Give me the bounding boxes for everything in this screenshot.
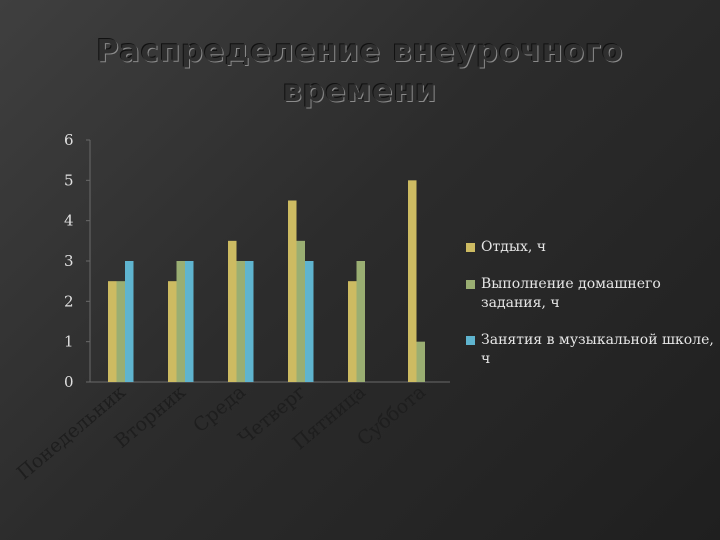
chart-bars [108,180,425,382]
legend-swatch-homework [466,280,475,289]
y-tick-label: 6 [64,131,74,149]
legend-item-rest: Отдых, ч [466,238,716,257]
chart-axes [86,139,450,383]
legend-item-music-school: Занятия в музыкальной школе, ч [466,331,716,369]
bar [356,261,365,382]
chart-title: Распределение внеурочного времени [60,32,660,112]
bar [168,281,177,382]
x-category-label: Суббота [353,381,430,450]
bar [245,261,254,382]
bar [416,341,425,382]
bar [296,240,305,382]
y-tick-label: 5 [64,171,74,189]
chart-legend: Отдых, ч Выполнение домашнего задания, ч… [466,238,716,387]
bar [125,261,134,382]
bar [176,261,185,382]
y-tick-label: 4 [64,212,74,230]
legend-label-homework: Выполнение домашнего задания, ч [481,276,661,311]
x-category-label: Понедельник [13,381,130,484]
bar [108,281,117,382]
legend-label-rest: Отдых, ч [481,239,547,255]
bar [228,240,237,382]
bar [305,261,314,382]
bar [116,281,125,382]
y-tick-label: 0 [64,373,74,391]
chart-title-line-1: Распределение внеурочного [96,34,624,69]
y-tick-label: 3 [64,252,74,270]
legend-swatch-rest [466,243,475,252]
y-tick-label: 1 [64,333,74,351]
y-tick-label: 2 [64,292,74,310]
legend-item-homework: Выполнение домашнего задания, ч [466,275,716,313]
bar [236,261,245,382]
legend-label-music-school: Занятия в музыкальной школе, ч [481,332,714,367]
bar [185,261,194,382]
bar [288,200,297,382]
legend-swatch-music-school [466,336,475,345]
chart-title-line-2: времени [282,74,438,109]
bar [408,180,417,382]
bar [348,281,357,382]
